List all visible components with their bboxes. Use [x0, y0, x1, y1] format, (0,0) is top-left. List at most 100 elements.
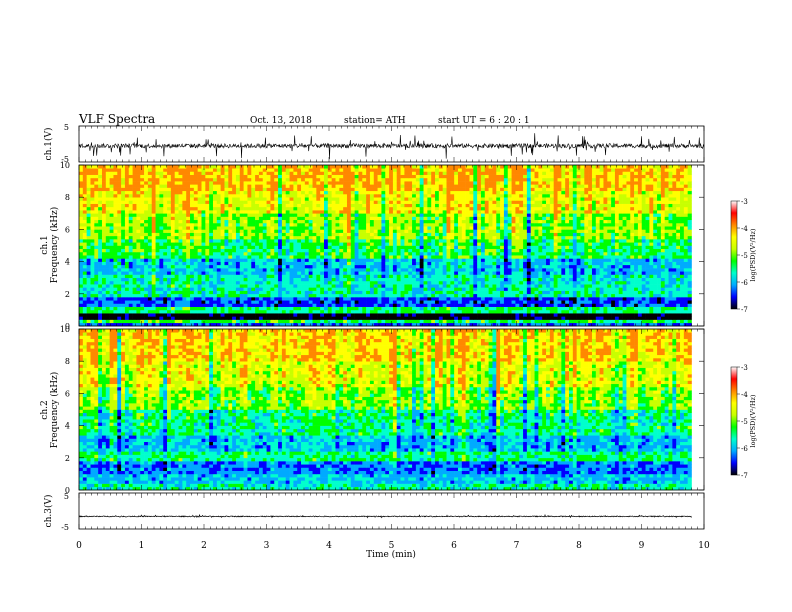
spectrogram-cell — [147, 303, 153, 307]
spectrogram-cell — [392, 235, 398, 240]
spectrogram-cell — [289, 303, 294, 307]
spectrogram-cell — [324, 303, 329, 307]
spectrogram-cell — [281, 258, 287, 262]
spectrogram-cell — [622, 258, 627, 262]
spectrogram-cell — [664, 268, 669, 272]
spectrogram-cell — [668, 284, 673, 288]
spectrogram-cell — [534, 322, 539, 327]
spectrogram-cell — [136, 261, 141, 266]
spectrogram-cell — [614, 309, 620, 314]
spectrogram-cell — [634, 300, 639, 304]
spectrogram-cell — [645, 232, 650, 237]
spectrogram-cell — [327, 261, 332, 266]
spectrogram-cell — [308, 297, 313, 301]
spectrogram-cell — [546, 300, 551, 304]
spectrogram-cell — [465, 251, 470, 256]
spectrogram-cell — [312, 258, 317, 262]
spectrogram-cell — [258, 274, 264, 278]
spectrogram-cell — [591, 309, 597, 314]
spectrogram-cell — [205, 284, 210, 288]
spectrogram-cell — [496, 300, 501, 304]
spectrogram-cell — [205, 293, 210, 298]
spectrogram-cell — [90, 239, 95, 243]
spectrogram-cell — [557, 287, 562, 291]
spectrogram-cell — [346, 261, 352, 266]
spectrogram-cell — [595, 264, 600, 269]
spectrogram-cell — [155, 271, 160, 275]
spectrogram-cell — [151, 229, 156, 233]
spectrogram-cell — [255, 322, 260, 327]
spectrogram-cell — [212, 242, 218, 246]
spectrogram-cell — [415, 322, 421, 327]
spectrogram-cell — [473, 277, 478, 282]
spectrogram-cell — [553, 277, 558, 282]
spectrogram-cell — [174, 248, 179, 253]
spectrogram-cell — [526, 264, 532, 269]
spectrogram-cell — [637, 261, 643, 266]
spectrogram-cell — [377, 300, 382, 304]
spectrogram-cell — [412, 293, 417, 298]
spectrogram-cell — [503, 271, 509, 275]
spectrogram-cell — [457, 271, 463, 275]
spectrogram-cell — [193, 319, 198, 324]
spectrogram-cell — [645, 316, 650, 320]
spectrogram-cell — [557, 300, 562, 304]
spectrogram-cell — [293, 255, 298, 259]
spectrogram-cell — [117, 319, 122, 324]
spectrogram-cell — [469, 280, 474, 285]
spectrogram-cell — [186, 264, 191, 269]
spectrogram-cell — [228, 313, 233, 317]
spectrogram-cell — [94, 293, 99, 298]
spectrogram-cell — [86, 264, 91, 269]
spectrogram-cell — [205, 239, 210, 243]
spectrogram-cell — [431, 258, 436, 262]
spectrogram-cell — [580, 248, 585, 253]
spectrogram-cell — [515, 319, 520, 324]
spectrogram-cell — [503, 290, 509, 295]
spectrogram-cell — [117, 251, 122, 256]
spectrogram-cell — [324, 280, 329, 285]
spectrogram-cell — [167, 261, 172, 266]
spectrogram-cell — [297, 274, 302, 278]
spectrogram-cell — [435, 251, 440, 256]
spectrogram-cell — [266, 229, 271, 233]
spectrogram-cell — [212, 322, 218, 327]
spectrogram-cell — [599, 271, 604, 275]
spectrogram-cell — [144, 251, 149, 256]
spectrogram-cell — [113, 277, 118, 282]
spectrogram-cell — [224, 251, 229, 256]
spectrogram-cell — [446, 268, 451, 272]
spectrogram-cell — [170, 303, 176, 307]
spectrogram-cell — [454, 284, 459, 288]
spectrogram-cell — [167, 232, 172, 237]
spectrogram-cell — [580, 313, 585, 317]
spectrogram-cell — [186, 297, 191, 301]
spectrogram-cell — [94, 232, 99, 237]
spectrogram-cell — [281, 242, 287, 246]
spectrogram-cell — [660, 280, 666, 285]
spectrogram-cell — [435, 297, 440, 301]
spectrogram-cell — [320, 290, 325, 295]
spectrogram-cell — [523, 287, 528, 291]
spectrogram-cell — [201, 297, 206, 301]
spectrogram-cell — [163, 297, 168, 301]
spectrogram-cell — [255, 255, 260, 259]
spectrogram-cell — [170, 293, 176, 298]
spectrogram-cell — [683, 274, 688, 278]
spectrogram-cell — [320, 248, 325, 253]
spectrogram-cell — [400, 235, 405, 240]
spectrogram-cell — [664, 245, 669, 250]
spectrogram-cell — [124, 255, 130, 259]
spectrogram-cell — [400, 277, 405, 282]
spectrogram-cell — [614, 271, 620, 275]
spectrogram-cell — [515, 277, 520, 282]
spectrogram-cell — [591, 255, 597, 259]
spectrogram-cell — [641, 303, 646, 307]
spectrogram-cell — [645, 306, 650, 311]
spectrogram-cell — [438, 274, 443, 278]
spectrogram-cell — [496, 268, 501, 272]
spectrogram-cell — [687, 264, 692, 269]
spectrogram-cell — [599, 274, 604, 278]
spectrogram-cell — [392, 245, 398, 250]
spectrogram-cell — [503, 245, 509, 250]
